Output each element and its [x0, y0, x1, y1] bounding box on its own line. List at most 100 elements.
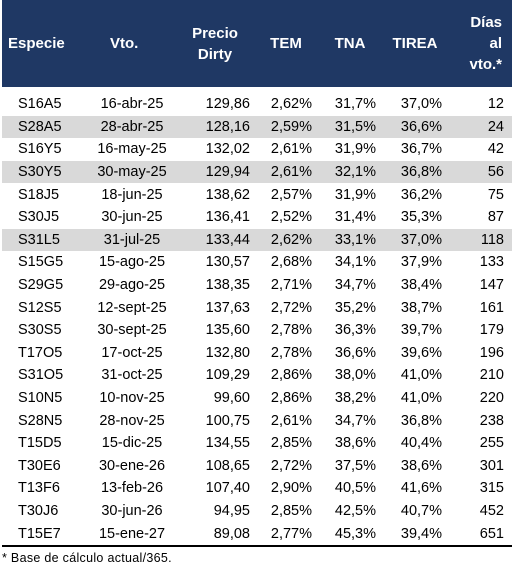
cell-especie: S29G5 — [18, 277, 64, 294]
cell-tirea: 38,7% — [400, 299, 442, 316]
cell-tirea: 37,0% — [400, 96, 442, 113]
cell-tem: 2,61% — [254, 160, 318, 184]
cell-tem: 2,61% — [270, 412, 312, 429]
header-tna: TNA — [318, 0, 382, 87]
bond-table-container: Especie Vto. Precio Dirty TEM TNA TIREA … — [2, 0, 512, 565]
cell-tna: 31,9% — [334, 141, 376, 158]
cell-vto: 30-jun-26 — [101, 502, 163, 519]
cell-tirea: 37,0% — [382, 228, 448, 252]
cell-especie: T15D5 — [18, 435, 62, 452]
cell-dias: 56 — [448, 160, 512, 184]
cell-especie: T30E6 — [18, 457, 61, 474]
table-row: T13F6 13-feb-26 107,40 2,90% 40,5% 41,6% 315 — [2, 477, 512, 500]
cell-dias: 238 — [479, 412, 504, 429]
cell-dias: 75 — [487, 186, 504, 203]
cell-tirea: 41,0% — [400, 390, 442, 407]
table-row: S31L5 31-jul-25 133,44 2,62% 33,1% 37,0% 118 — [2, 228, 512, 252]
cell-vto: 31-oct-25 — [101, 367, 163, 384]
table-row: S12S5 12-sept-25 137,63 2,72% 35,2% 38,7% 161 — [2, 296, 512, 319]
table-body: S16A5 16-abr-25 129,86 2,62% 31,7% 37,0% 12 S28… — [2, 87, 512, 545]
cell-tirea: 36,8% — [400, 412, 442, 429]
cell-vto: 28-nov-25 — [99, 412, 165, 429]
cell-precio-dirty: 137,63 — [205, 299, 250, 316]
cell-especie: S28A5 — [2, 115, 88, 139]
cell-vto: 16-abr-25 — [100, 96, 164, 113]
cell-tna: 32,1% — [318, 160, 382, 184]
cell-tna: 35,2% — [334, 299, 376, 316]
cell-precio-dirty: 128,16 — [176, 115, 254, 139]
cell-dias: 12 — [487, 96, 504, 113]
cell-especie: S12S5 — [18, 299, 62, 316]
cell-tirea: 36,7% — [400, 141, 442, 158]
cell-tem: 2,62% — [270, 96, 312, 113]
cell-tna: 36,6% — [334, 344, 376, 361]
cell-tna: 31,4% — [334, 209, 376, 226]
header-tirea: TIREA — [382, 0, 448, 87]
cell-precio-dirty: 89,08 — [213, 525, 250, 542]
cell-especie: S16A5 — [18, 96, 62, 113]
cell-precio-dirty: 135,60 — [205, 322, 250, 339]
cell-tirea: 41,6% — [400, 480, 442, 497]
cell-dias: 42 — [487, 141, 504, 158]
cell-tem: 2,52% — [270, 209, 312, 226]
header-especie: Especie — [2, 0, 88, 87]
cell-precio-dirty: 138,35 — [205, 277, 250, 294]
cell-tirea: 36,6% — [382, 115, 448, 139]
table-row: S18J5 18-jun-25 138,62 2,57% 31,9% 36,2% 75 — [2, 183, 512, 206]
cell-tna: 36,3% — [334, 322, 376, 339]
cell-precio-dirty: 136,41 — [205, 209, 250, 226]
cell-especie: T13F6 — [18, 480, 60, 497]
cell-tna: 34,1% — [334, 254, 376, 271]
cell-dias: 210 — [479, 367, 504, 384]
cell-precio-dirty: 132,80 — [205, 344, 250, 361]
cell-tem: 2,85% — [270, 435, 312, 452]
cell-especie: S16Y5 — [18, 141, 62, 158]
cell-precio-dirty: 132,02 — [205, 141, 250, 158]
cell-precio-dirty: 94,95 — [213, 502, 250, 519]
cell-precio-dirty: 100,75 — [205, 412, 250, 429]
cell-tirea: 39,4% — [400, 525, 442, 542]
cell-dias: 87 — [487, 209, 504, 226]
cell-dias: 651 — [479, 525, 504, 542]
cell-vto: 30-sept-25 — [97, 322, 167, 339]
cell-vto: 15-ago-25 — [98, 254, 166, 271]
cell-vto: 31-jul-25 — [88, 228, 176, 252]
cell-dias: 301 — [479, 457, 504, 474]
cell-tirea: 39,6% — [400, 344, 442, 361]
cell-vto: 30-may-25 — [88, 160, 176, 184]
cell-tna: 40,5% — [334, 480, 376, 497]
cell-precio-dirty: 109,29 — [205, 367, 250, 384]
table-row: T17O5 17-oct-25 132,80 2,78% 36,6% 39,6% 196 — [2, 342, 512, 365]
header-tem: TEM — [254, 0, 318, 87]
cell-vto: 16-may-25 — [97, 141, 167, 158]
cell-tem: 2,62% — [254, 228, 318, 252]
cell-tna: 38,0% — [334, 367, 376, 384]
cell-especie: T30J6 — [18, 502, 59, 519]
cell-dias: 452 — [479, 502, 504, 519]
cell-tna: 45,3% — [334, 525, 376, 542]
cell-dias: 161 — [479, 299, 504, 316]
cell-vto: 29-ago-25 — [98, 277, 166, 294]
cell-dias: 133 — [479, 254, 504, 271]
header-precio-dirty: Precio Dirty — [176, 0, 254, 87]
table-row: S30S5 30-sept-25 135,60 2,78% 36,3% 39,7% 179 — [2, 319, 512, 342]
cell-dias: 179 — [479, 322, 504, 339]
cell-precio-dirty: 129,94 — [176, 160, 254, 184]
table-row: S28A5 28-abr-25 128,16 2,59% 31,5% 36,6% 24 — [2, 115, 512, 139]
cell-vto: 18-jun-25 — [101, 186, 163, 203]
cell-especie: T17O5 — [18, 344, 63, 361]
cell-especie: S10N5 — [18, 390, 63, 407]
cell-precio-dirty: 138,62 — [205, 186, 250, 203]
cell-especie: S31L5 — [2, 228, 88, 252]
cell-precio-dirty: 133,44 — [176, 228, 254, 252]
cell-tem: 2,68% — [270, 254, 312, 271]
cell-tna: 31,5% — [318, 115, 382, 139]
bond-table: Especie Vto. Precio Dirty TEM TNA TIREA … — [2, 0, 512, 545]
cell-tem: 2,78% — [270, 344, 312, 361]
cell-tna: 38,6% — [334, 435, 376, 452]
cell-tna: 34,7% — [334, 412, 376, 429]
cell-especie: S30Y5 — [2, 160, 88, 184]
cell-tem: 2,71% — [270, 277, 312, 294]
cell-dias: 118 — [448, 228, 512, 252]
cell-tna: 33,1% — [318, 228, 382, 252]
